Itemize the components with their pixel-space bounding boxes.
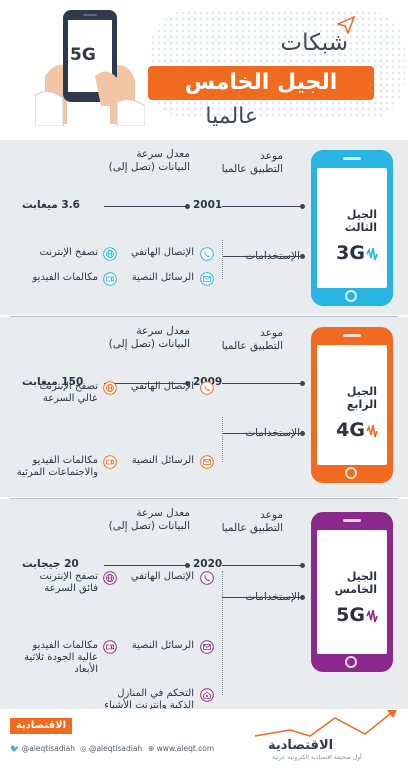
use-item-text: مكالمات الفيديو [32, 272, 99, 283]
globe-icon [103, 246, 117, 261]
use-item-text: تصفح الإنترنت فائق السرعة [39, 571, 98, 594]
signal-wave-icon [365, 246, 379, 262]
speed-dot [185, 381, 190, 386]
phone-badge-text: 5G [70, 45, 96, 65]
instagram-handle: ◎ @aleqtisadiah [80, 744, 143, 753]
brand-logo: الاقتصادية [268, 738, 334, 753]
globe-icon [103, 570, 117, 585]
year-connector-line [222, 206, 304, 207]
phone-icon [200, 570, 214, 585]
uses-vertical-line [222, 240, 223, 279]
max-data-rate: 150 ميغابت [22, 376, 84, 388]
signal-wave-icon [365, 608, 379, 624]
phone-screen: الجيل الخامس 5G [317, 530, 387, 654]
phone-home-button [345, 467, 357, 479]
use-item-text: الإتصال الهاتفي [130, 381, 194, 392]
use-item-text: الرسائل النصية [131, 272, 194, 283]
use-item-text: مكالمات الفيديو والاجتماعات المرئية [16, 455, 98, 478]
world-map-dots [150, 10, 405, 120]
divider [10, 316, 398, 317]
launch-date-label: موعد التطبيق عالميا [221, 327, 283, 352]
use-item-text: الإتصال الهاتفي [130, 571, 194, 582]
uses-connector-line [222, 256, 304, 257]
header: 5G شبكات الجيل الخامس عالميا [0, 0, 408, 140]
twitter-handle: 🐦 @aleqtisadiah [10, 744, 76, 753]
phone-home-button [345, 656, 357, 668]
phone-home-button [345, 290, 357, 302]
mail-icon [200, 639, 214, 654]
data-rate-label: معدل سرعة البيانات (تصل إلى) [108, 325, 190, 350]
title-line-1: شبكات [280, 30, 348, 56]
uses-connector-line [222, 433, 304, 434]
launch-year: 2020 [193, 558, 223, 570]
speed-connector-line [104, 565, 188, 566]
title-banner: الجيل الخامس [148, 66, 374, 100]
use-item-text: التحكم في المنازل الذكية وإنترنت الأشياء [104, 688, 194, 711]
use-item-text: تصفح الإنترنت عالي السرعة [39, 381, 98, 404]
generation-code: 5G [336, 604, 365, 626]
data-rate-label: معدل سرعة البيانات (تصل إلى) [108, 148, 190, 173]
smart-home-icon [200, 687, 214, 702]
signal-wave-icon [365, 423, 379, 439]
brand-logo-small: الاقتصادية [10, 718, 72, 734]
year-dot [300, 381, 305, 386]
uses-connector-line [222, 597, 304, 598]
use-item-text: الرسائل النصية [131, 640, 194, 651]
paper-plane-icon [337, 16, 355, 34]
phone-icon [200, 246, 214, 261]
generation-code: 4G [336, 419, 365, 441]
use-item-text: الرسائل النصية [131, 455, 194, 466]
use-item-text: الإتصال الهاتفي [130, 247, 194, 258]
launch-date-label: موعد التطبيق عالميا [221, 150, 283, 175]
uses-dot [300, 431, 305, 436]
uses-vertical-line [222, 571, 223, 695]
website-link[interactable]: ⊕ www.aleqt.com [148, 744, 215, 753]
hand-holding-phone-icon [35, 10, 145, 126]
speed-connector-line [104, 383, 188, 384]
launch-year: 2001 [193, 199, 223, 211]
generation-name: الجيل الثالث [344, 208, 377, 234]
speed-dot [185, 563, 190, 568]
data-rate-label: معدل سرعة البيانات (تصل إلى) [108, 507, 190, 532]
divider [10, 498, 398, 499]
phone-speaker [343, 334, 361, 337]
video-icon [103, 639, 117, 654]
uses-vertical-line [222, 417, 223, 462]
phone-screen: الجيل الثالث 3G [317, 168, 387, 288]
uses-dot [300, 254, 305, 259]
globe-icon [103, 380, 117, 395]
phone-4g: الجيل الرابع 4G [311, 327, 393, 483]
year-dot [300, 204, 305, 209]
phone-3g: الجيل الثالث 3G [311, 150, 393, 306]
year-connector-line [222, 383, 304, 384]
max-data-rate: 3.6 ميغابت [22, 199, 80, 211]
mail-icon [200, 454, 214, 469]
generation-name: الجيل الخامس [334, 570, 377, 596]
generation-code: 3G [336, 242, 365, 264]
generation-name: الجيل الرابع [346, 385, 377, 411]
use-item-text: مكالمات الفيديو عالية الجودة ثلاثية الأب… [24, 640, 98, 675]
phone-5g: الجيل الخامس 5G [311, 512, 393, 672]
max-data-rate: 20 جيجابت [22, 558, 79, 570]
phone-screen: الجيل الرابع 4G [317, 345, 387, 465]
speed-dot [185, 204, 190, 209]
uses-dot [300, 595, 305, 600]
year-dot [300, 563, 305, 568]
use-item-text: تصفح الإنترنت [39, 247, 98, 258]
phone-speaker [343, 519, 361, 522]
speed-connector-line [104, 206, 188, 207]
mail-icon [200, 271, 214, 286]
phone-icon [200, 380, 214, 395]
brand-subtitle: أول صحيفة اقتصادية إلكترونية عربية [272, 754, 362, 761]
launch-date-label: موعد التطبيق عالميا [221, 509, 283, 534]
rising-chart-line-icon [255, 710, 397, 737]
year-connector-line [222, 565, 304, 566]
video-icon [103, 454, 117, 469]
video-icon [103, 271, 117, 286]
title-line-3: عالميا [205, 104, 258, 129]
phone-speaker [343, 157, 361, 160]
